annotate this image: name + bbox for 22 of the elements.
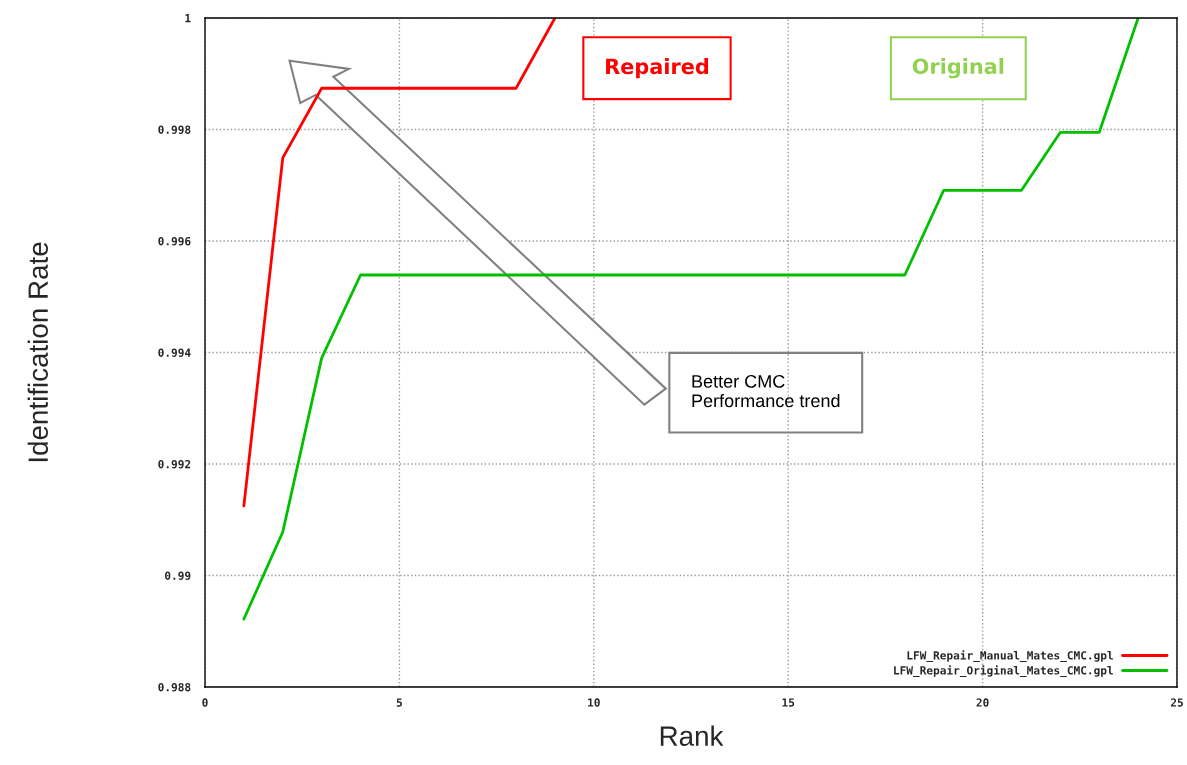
annotation: Repaired	[606, 58, 709, 79]
line-series	[242, 18, 557, 508]
legend-label: LFW_Repair_Original_Mates_CMC.gpl	[894, 665, 1113, 677]
line-series	[242, 18, 1140, 621]
x-tick-label: 0	[202, 698, 208, 707]
y-tick-label: 0.994	[158, 348, 191, 357]
x-tick-label: 25	[1170, 698, 1183, 707]
y-tick-label: 1	[185, 14, 191, 23]
x-tick-label: 15	[782, 698, 795, 707]
legend-label: LFW_Repair_Manual_Mates_CMC.gpl	[907, 650, 1113, 663]
annotation: Better CMC Performance trend	[692, 374, 840, 408]
x-axis-title: Rank	[660, 725, 724, 746]
y-tick-label: 0.99	[165, 571, 191, 580]
annotation: Original	[912, 58, 1004, 79]
y-tick-label: 0.992	[158, 459, 191, 469]
y-tick-label: 0.996	[158, 236, 191, 246]
y-axis-title: Identification Rate	[27, 242, 49, 462]
y-tick-label: 0.998	[158, 125, 191, 134]
x-tick-label: 5	[396, 698, 402, 707]
x-tick-label: 10	[588, 698, 600, 707]
x-tick-label: 20	[976, 698, 989, 707]
y-tick-label: 0.988	[158, 682, 191, 692]
